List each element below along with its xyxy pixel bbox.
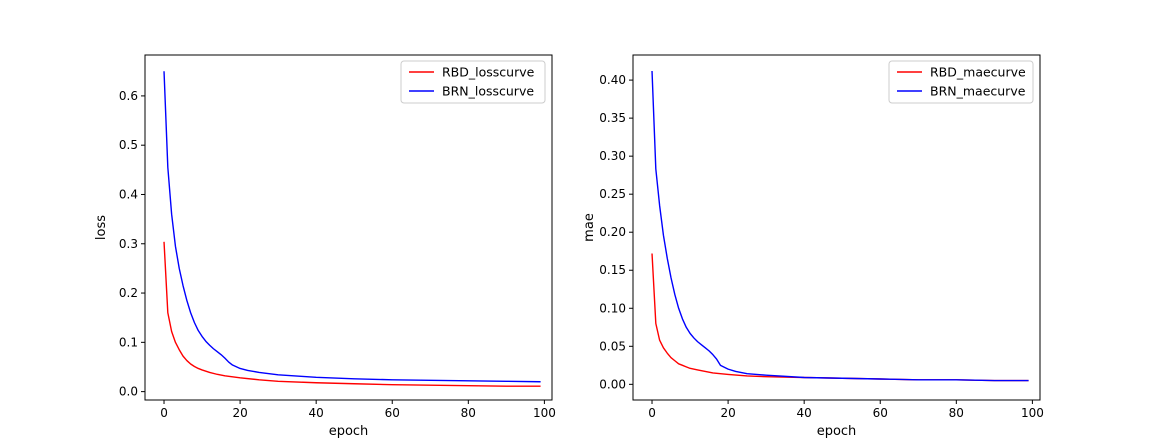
plot-frame [144,54,553,401]
y-tick-label: 0.4 [119,187,138,201]
y-tick-label: 0.00 [599,377,626,391]
legend-label: RBD_losscurve [442,65,535,80]
y-tick-label: 0.40 [599,73,626,87]
y-tick-label: 0.5 [119,138,138,152]
x-tick-label: 80 [461,406,476,420]
plot-frame [632,54,1041,401]
x-tick-label: 20 [720,406,735,420]
x-tick-label: 80 [949,406,964,420]
x-tick-label: 60 [873,406,888,420]
series-line-rbd-losscurve [163,241,541,387]
y-tick-label: 0.1 [119,335,138,349]
y-tick-label: 0.2 [119,286,138,300]
mae-chart: 0 20 40 60 80 100 0.00 0.05 0.10 0.15 0.20 0.25 0.30… [582,54,1044,439]
x-axis-label: epoch [329,424,369,439]
y-tick-label: 0.10 [599,301,626,315]
x-tick-label: 0 [160,406,168,420]
loss-chart: 0 20 40 60 80 100 0.0 0.1 0.2 0.3 0.4 0.5 0.6 epoch lo… [94,54,556,439]
legend-label: BRN_losscurve [442,84,534,99]
x-tick-label: 60 [385,406,400,420]
x-tick-label: 100 [533,406,556,420]
series-line-brn-losscurve [163,71,541,383]
legend-label: BRN_maecurve [930,84,1026,99]
x-tick-label: 40 [797,406,812,420]
y-tick-label: 0.15 [599,263,626,277]
x-tick-label: 40 [309,406,324,420]
legend-box [888,60,1034,104]
y-axis-label: mae [582,213,597,242]
x-tick-label: 20 [232,406,247,420]
legend: RBD_maecurve BRN_maecurve [888,60,1034,104]
y-tick-label: 0.25 [599,187,626,201]
y-axis-label: loss [94,215,109,240]
y-tick-label: 0.30 [599,149,626,163]
y-tick-label: 0.3 [119,237,138,251]
y-tick-label: 0.35 [599,111,626,125]
x-axis-label: epoch [817,424,857,439]
legend: RBD_losscurve BRN_losscurve [400,60,546,104]
x-tick-label: 0 [648,406,656,420]
legend-box [400,60,546,104]
y-tick-label: 0.05 [599,339,626,353]
legend-label: RBD_maecurve [930,65,1026,80]
series-line-brn-maecurve [651,70,1029,382]
y-tick-label: 0.20 [599,225,626,239]
y-tick-label: 0.0 [119,385,138,399]
series-line-rbd-maecurve [651,253,1029,382]
y-tick-label: 0.6 [119,89,138,103]
x-tick-label: 100 [1021,406,1044,420]
